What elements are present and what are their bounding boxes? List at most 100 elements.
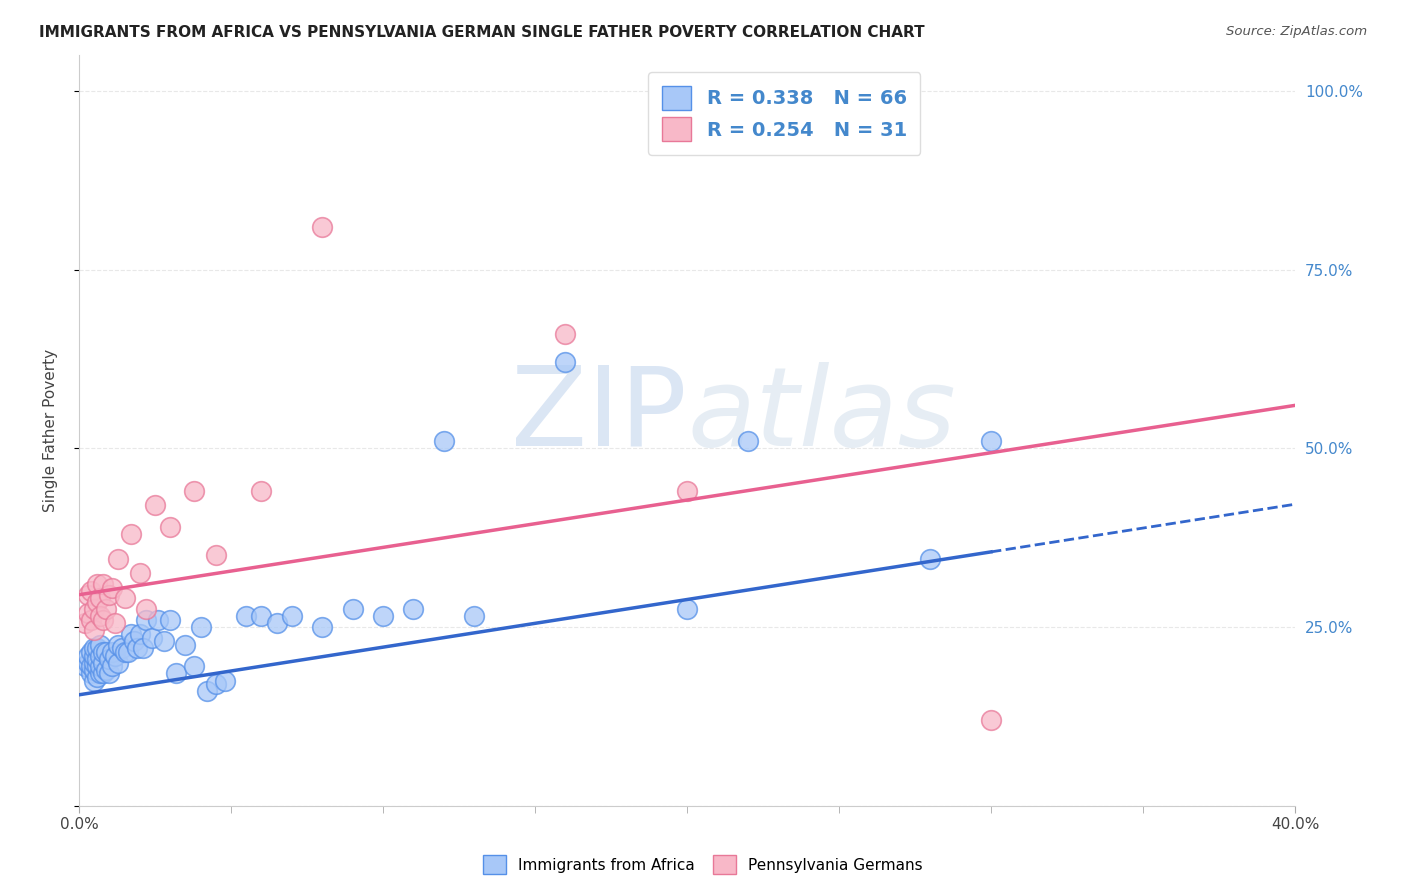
- Point: [86, 670, 108, 684]
- Point: [83, 602, 105, 616]
- Point: [89, 666, 111, 681]
- Point: [101, 645, 124, 659]
- Point: [135, 602, 157, 616]
- Legend: R = 0.338   N = 66, R = 0.254   N = 31: R = 0.338 N = 66, R = 0.254 N = 31: [648, 72, 921, 155]
- Point: [86, 595, 108, 609]
- Text: Source: ZipAtlas.com: Source: ZipAtlas.com: [1226, 25, 1367, 38]
- Point: [174, 638, 197, 652]
- Point: [183, 659, 205, 673]
- Point: [266, 616, 288, 631]
- Legend: Immigrants from Africa, Pennsylvania Germans: Immigrants from Africa, Pennsylvania Ger…: [477, 849, 929, 880]
- Point: [73, 616, 96, 631]
- Point: [676, 484, 699, 499]
- Point: [920, 552, 942, 566]
- Point: [214, 673, 236, 688]
- Point: [371, 609, 394, 624]
- Point: [128, 627, 150, 641]
- Point: [107, 638, 129, 652]
- Point: [204, 677, 226, 691]
- Point: [463, 609, 485, 624]
- Point: [98, 588, 121, 602]
- Point: [311, 219, 333, 234]
- Point: [86, 659, 108, 673]
- Point: [83, 641, 105, 656]
- Point: [89, 638, 111, 652]
- Point: [91, 613, 114, 627]
- Point: [77, 656, 100, 670]
- Point: [122, 634, 145, 648]
- Text: IMMIGRANTS FROM AFRICA VS PENNSYLVANIA GERMAN SINGLE FATHER POVERTY CORRELATION : IMMIGRANTS FROM AFRICA VS PENNSYLVANIA G…: [39, 25, 925, 40]
- Point: [143, 499, 166, 513]
- Y-axis label: Single Father Poverty: Single Father Poverty: [44, 349, 58, 512]
- Point: [250, 609, 273, 624]
- Text: ZIP: ZIP: [512, 362, 688, 469]
- Point: [737, 434, 759, 448]
- Point: [980, 434, 1002, 448]
- Point: [101, 659, 124, 673]
- Point: [165, 666, 187, 681]
- Point: [83, 673, 105, 688]
- Point: [159, 613, 181, 627]
- Point: [204, 549, 226, 563]
- Point: [89, 609, 111, 624]
- Point: [96, 602, 118, 616]
- Point: [153, 634, 176, 648]
- Point: [89, 648, 111, 663]
- Point: [91, 645, 114, 659]
- Point: [80, 645, 103, 659]
- Point: [96, 645, 118, 659]
- Point: [77, 606, 100, 620]
- Point: [101, 581, 124, 595]
- Point: [80, 613, 103, 627]
- Point: [183, 484, 205, 499]
- Point: [342, 602, 364, 616]
- Point: [91, 577, 114, 591]
- Point: [86, 577, 108, 591]
- Point: [190, 620, 212, 634]
- Point: [554, 326, 576, 341]
- Point: [195, 684, 218, 698]
- Point: [83, 648, 105, 663]
- Point: [117, 645, 139, 659]
- Text: atlas: atlas: [688, 362, 956, 469]
- Point: [114, 645, 136, 659]
- Point: [159, 520, 181, 534]
- Point: [107, 552, 129, 566]
- Point: [86, 641, 108, 656]
- Point: [80, 666, 103, 681]
- Point: [281, 609, 304, 624]
- Point: [80, 659, 103, 673]
- Point: [402, 602, 425, 616]
- Point: [980, 713, 1002, 727]
- Point: [86, 652, 108, 666]
- Point: [235, 609, 257, 624]
- Point: [83, 624, 105, 638]
- Point: [135, 613, 157, 627]
- Point: [132, 641, 155, 656]
- Point: [89, 591, 111, 606]
- Point: [125, 641, 148, 656]
- Point: [114, 591, 136, 606]
- Point: [98, 652, 121, 666]
- Point: [83, 656, 105, 670]
- Point: [96, 663, 118, 677]
- Point: [77, 588, 100, 602]
- Point: [107, 656, 129, 670]
- Point: [120, 527, 142, 541]
- Point: [89, 659, 111, 673]
- Point: [433, 434, 456, 448]
- Point: [554, 355, 576, 369]
- Point: [141, 631, 163, 645]
- Point: [91, 656, 114, 670]
- Point: [110, 641, 132, 656]
- Point: [80, 584, 103, 599]
- Point: [104, 616, 127, 631]
- Point: [91, 666, 114, 681]
- Point: [73, 659, 96, 673]
- Point: [311, 620, 333, 634]
- Point: [120, 627, 142, 641]
- Point: [676, 602, 699, 616]
- Point: [104, 648, 127, 663]
- Point: [146, 613, 169, 627]
- Point: [83, 663, 105, 677]
